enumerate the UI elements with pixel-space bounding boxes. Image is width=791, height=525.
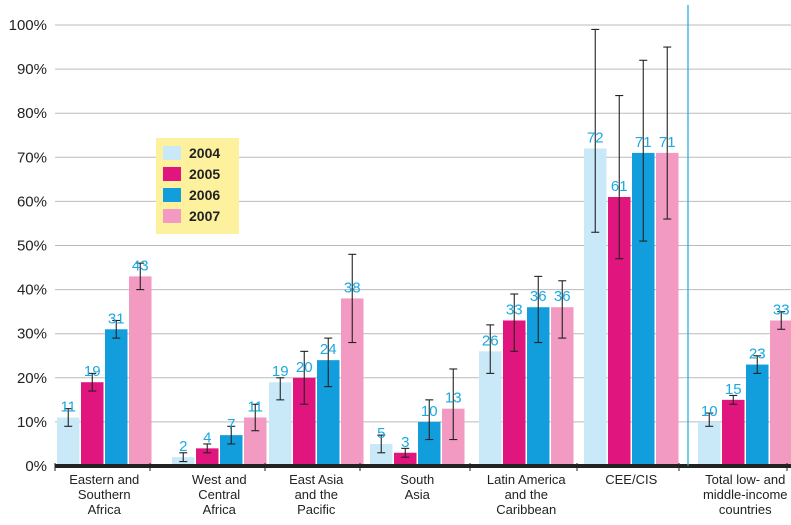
data-label: 11 xyxy=(60,398,76,415)
bar xyxy=(608,196,631,467)
y-tick-label: 70% xyxy=(17,149,47,166)
category-label: East Asia xyxy=(289,472,344,487)
bar xyxy=(418,421,441,466)
category-label: Asia xyxy=(405,487,431,502)
bar xyxy=(220,435,243,466)
category-label: CEE/CIS xyxy=(605,472,657,487)
data-label: 38 xyxy=(344,279,361,296)
bar xyxy=(370,443,393,466)
data-label: 36 xyxy=(530,288,547,305)
data-label: 61 xyxy=(611,178,628,195)
bars xyxy=(57,148,791,467)
data-label: 33 xyxy=(773,301,790,318)
data-label: 72 xyxy=(587,129,604,146)
category-label: West and xyxy=(192,472,247,487)
legend-label: 2006 xyxy=(189,187,220,203)
y-tick-label: 80% xyxy=(17,105,47,122)
bar xyxy=(584,148,607,467)
y-tick-label: 100% xyxy=(9,17,47,34)
bar xyxy=(632,152,655,466)
bar xyxy=(698,421,721,466)
y-tick-label: 30% xyxy=(17,326,47,343)
data-label: 33 xyxy=(506,301,523,318)
data-label: 24 xyxy=(320,341,337,358)
data-label: 43 xyxy=(132,257,149,274)
data-label: 13 xyxy=(445,390,462,407)
category-label: Africa xyxy=(88,502,122,517)
data-label: 3 xyxy=(401,434,409,451)
data-label: 71 xyxy=(635,134,652,151)
data-label: 2 xyxy=(179,438,187,455)
y-tick-label: 20% xyxy=(17,370,47,387)
category-label: South xyxy=(400,472,434,487)
bar xyxy=(244,417,267,466)
data-label: 71 xyxy=(659,134,676,151)
bar xyxy=(57,417,80,466)
bar xyxy=(269,382,292,466)
bar xyxy=(722,399,745,466)
bar xyxy=(293,377,316,466)
category-label: Total low- and xyxy=(705,472,785,487)
data-label: 31 xyxy=(108,310,125,327)
data-label: 7 xyxy=(227,416,235,433)
category-label: and the xyxy=(505,487,548,502)
bar xyxy=(317,360,340,466)
data-label: 26 xyxy=(482,332,499,349)
y-tick-label: 60% xyxy=(17,193,47,210)
category-label: Pacific xyxy=(297,502,336,517)
bar xyxy=(196,448,219,466)
category-label: Caribbean xyxy=(496,502,556,517)
y-tick-label: 90% xyxy=(17,61,47,78)
legend-swatch xyxy=(163,167,181,181)
data-label: 20 xyxy=(296,359,313,376)
bar xyxy=(551,307,574,466)
legend-swatch xyxy=(163,188,181,202)
legend: 2004 2005 2006 2007 xyxy=(156,138,239,234)
bar xyxy=(503,320,526,466)
legend-label: 2007 xyxy=(189,208,220,224)
bar xyxy=(105,329,128,466)
data-label: 36 xyxy=(554,288,571,305)
legend-swatch xyxy=(163,209,181,223)
bar xyxy=(479,351,502,466)
legend-label: 2005 xyxy=(189,166,220,182)
y-tick-label: 0% xyxy=(25,458,47,475)
bar xyxy=(746,364,769,466)
category-label: Latin America xyxy=(487,472,567,487)
category-label: Africa xyxy=(203,502,237,517)
bar xyxy=(527,307,550,466)
legend-swatch xyxy=(163,146,181,160)
data-label: 15 xyxy=(725,381,742,398)
data-label: 10 xyxy=(701,403,718,420)
category-label: countries xyxy=(719,502,772,517)
legend-label: 2004 xyxy=(189,145,220,161)
y-tick-label: 50% xyxy=(17,238,47,255)
bar xyxy=(770,320,791,466)
y-tick-label: 40% xyxy=(17,282,47,299)
data-label: 11 xyxy=(247,398,263,415)
bar xyxy=(341,298,364,466)
data-label: 5 xyxy=(377,425,385,442)
data-label: 10 xyxy=(421,403,438,420)
data-label: 23 xyxy=(749,346,766,363)
data-label: 19 xyxy=(84,363,101,380)
bar xyxy=(81,382,104,466)
bar xyxy=(656,152,679,466)
category-label: Eastern and xyxy=(69,472,139,487)
data-label: 19 xyxy=(272,363,289,380)
bar xyxy=(129,276,152,466)
y-tick-label: 10% xyxy=(17,414,47,431)
x-axis xyxy=(54,5,791,471)
category-label: middle-income xyxy=(703,487,788,502)
data-label: 4 xyxy=(203,429,211,446)
category-label: and the xyxy=(295,487,338,502)
category-label: Central xyxy=(198,487,240,502)
bar xyxy=(394,452,417,466)
y-axis-tick-labels: 0% 10% 20% 30% 40% 50% 60% 70% 80% 90% 100% xyxy=(9,17,47,475)
error-bars xyxy=(64,28,786,463)
category-label: Southern xyxy=(78,487,131,502)
